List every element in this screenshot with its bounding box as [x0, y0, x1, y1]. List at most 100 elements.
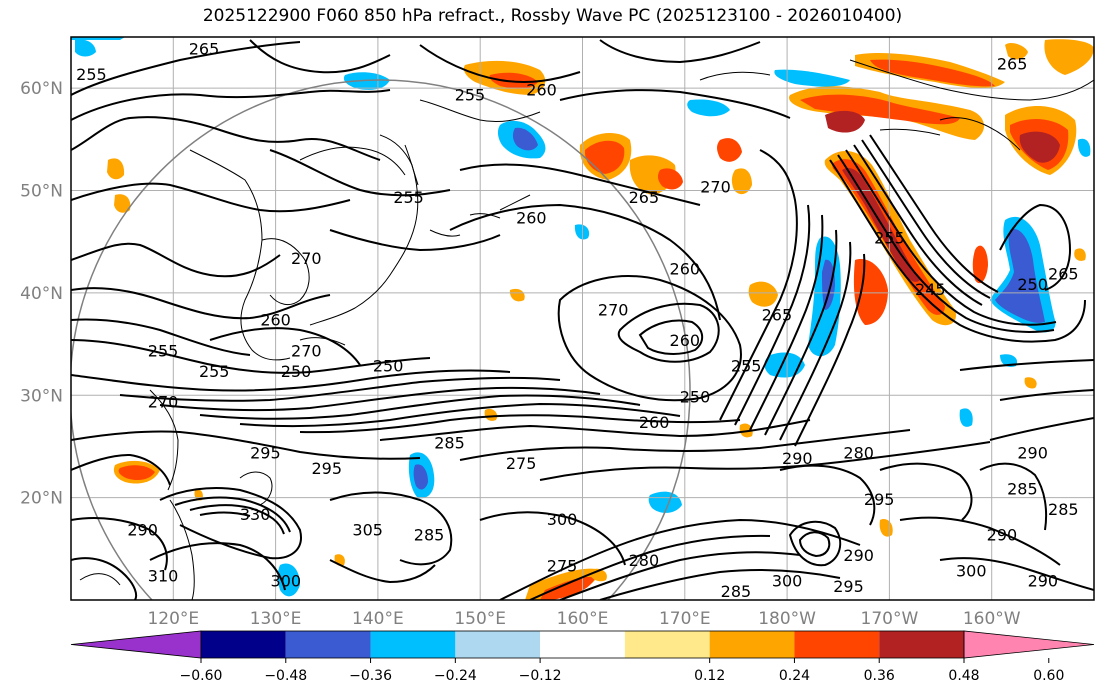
refractivity-contours — [71, 39, 1094, 600]
contour-label: 280 — [843, 444, 874, 463]
colorbar-extend-max — [963, 630, 1095, 659]
contour-label: 270 — [291, 249, 322, 268]
contour-label: 250 — [373, 357, 404, 376]
contour-label: 270 — [148, 393, 179, 412]
contour-label: 290 — [782, 449, 813, 468]
colorbar-tick-label: −0.48 — [264, 668, 307, 684]
contour-label: 250 — [680, 387, 711, 406]
contour-label: 260 — [639, 413, 670, 432]
contour-label: 255 — [393, 188, 424, 207]
longitude-labels: 120°E 130°E 140°E 150°E 160°E 170°E 180°W 170°W… — [147, 609, 1020, 629]
colorbar-swatch — [455, 631, 541, 658]
contour-label: 285 — [434, 433, 465, 452]
colorbar-swatch — [624, 631, 710, 658]
projection-boundary-circle — [71, 79, 691, 600]
contour-label: 290 — [127, 520, 158, 539]
colorbar-tick-label: 0.48 — [948, 668, 979, 684]
contour-label: 250 — [281, 362, 312, 381]
colorbar-tick-label: 0.36 — [864, 668, 895, 684]
colorbar-tick-label: 0.24 — [779, 668, 810, 684]
lat-tick-label: 30°N — [20, 386, 63, 406]
contour-label: 275 — [547, 556, 578, 575]
contour-label: 260 — [516, 208, 547, 227]
lon-tick-label: 150°E — [454, 609, 506, 629]
contour-label: 260 — [260, 311, 291, 330]
contour-label: 255 — [731, 357, 762, 376]
colorbar: −0.60 −0.48 −0.36 −0.24 −0.12 0.12 0.24 0.36 0.4… — [70, 630, 1095, 684]
colorbar-swatch — [794, 631, 880, 658]
colorbar-swatch — [879, 631, 964, 658]
contour-label: 255 — [874, 229, 905, 248]
contour-label: 255 — [199, 362, 230, 381]
contour-label: 265 — [629, 188, 660, 207]
contour-label: 260 — [670, 331, 701, 350]
contour-label: 285 — [1048, 500, 1079, 519]
colorbar-tick-label: −0.60 — [180, 668, 223, 684]
colorbar-swatch — [201, 631, 286, 658]
colorbar-outline — [200, 630, 965, 659]
coastlines — [79, 59, 1094, 600]
contour-label: 245 — [915, 280, 946, 299]
latitude-labels: 60°N 50°N 40°N 30°N 20°N — [20, 79, 63, 508]
contour-label: 265 — [762, 306, 793, 325]
contour-label: 265 — [1048, 265, 1079, 284]
lat-tick-label: 50°N — [20, 182, 63, 202]
contour-label: 310 — [148, 567, 179, 586]
colorbar-tick-label: 0.12 — [694, 668, 725, 684]
colorbar-tick-label: −0.36 — [349, 668, 392, 684]
colorbar-swatch — [540, 631, 625, 658]
colorbar-swatch — [370, 631, 456, 658]
contour-label: 300 — [772, 572, 803, 591]
lon-tick-label: 170°E — [659, 609, 711, 629]
lat-tick-label: 60°N — [20, 79, 63, 99]
contour-label: 295 — [250, 444, 281, 463]
contour-label: 260 — [670, 259, 701, 278]
contour-label: 270 — [598, 300, 629, 319]
colorbar-tick-label: −0.12 — [519, 668, 562, 684]
colorbar-swatch — [709, 631, 795, 658]
map-frame — [70, 36, 1095, 601]
lat-tick-label: 20°N — [20, 489, 63, 509]
graticule — [71, 37, 1094, 600]
lon-tick-label: 140°E — [352, 609, 404, 629]
contour-label: 250 — [1017, 275, 1048, 294]
contour-label: 300 — [271, 572, 302, 591]
lon-tick-label: 120°E — [147, 609, 199, 629]
contour-label: 265 — [189, 39, 220, 58]
contour-label: 290 — [1028, 572, 1059, 591]
contour-label: 285 — [414, 526, 445, 545]
contour-label: 270 — [700, 178, 731, 197]
contour-label: 300 — [547, 510, 578, 529]
contour-label: 305 — [352, 520, 383, 539]
contour-label: 275 — [506, 454, 537, 473]
contour-label: 295 — [833, 577, 864, 596]
contour-label: 265 — [997, 55, 1028, 74]
colorbar-swatch — [285, 631, 371, 658]
lon-tick-label: 170°W — [861, 609, 919, 629]
lat-tick-label: 40°N — [20, 284, 63, 304]
lon-tick-label: 130°E — [250, 609, 302, 629]
contour-label: 295 — [864, 490, 895, 509]
contour-label: 290 — [987, 526, 1018, 545]
contour-label: 255 — [148, 341, 179, 360]
colorbar-tick-label: 0.60 — [1033, 668, 1064, 684]
lon-tick-label: 160°W — [963, 609, 1021, 629]
contour-label: 300 — [956, 561, 987, 580]
contour-label: 270 — [291, 341, 322, 360]
contour-label: 330 — [240, 505, 271, 524]
contour-label: 260 — [526, 80, 557, 99]
contour-label: 285 — [1007, 480, 1038, 499]
lon-tick-label: 160°E — [557, 609, 609, 629]
contour-label: 285 — [721, 582, 752, 601]
colorbar-extend-min — [70, 630, 202, 659]
colorbar-tick-label: −0.24 — [434, 668, 477, 684]
contour-label: 255 — [76, 65, 107, 84]
lon-tick-label: 180°W — [758, 609, 816, 629]
contour-label: 255 — [455, 85, 486, 104]
contour-label: 295 — [311, 459, 342, 478]
contour-label: 280 — [629, 551, 660, 570]
contour-label: 290 — [1017, 444, 1048, 463]
map-title: 2025122900 F060 850 hPa refract., Rossby… — [202, 6, 903, 26]
